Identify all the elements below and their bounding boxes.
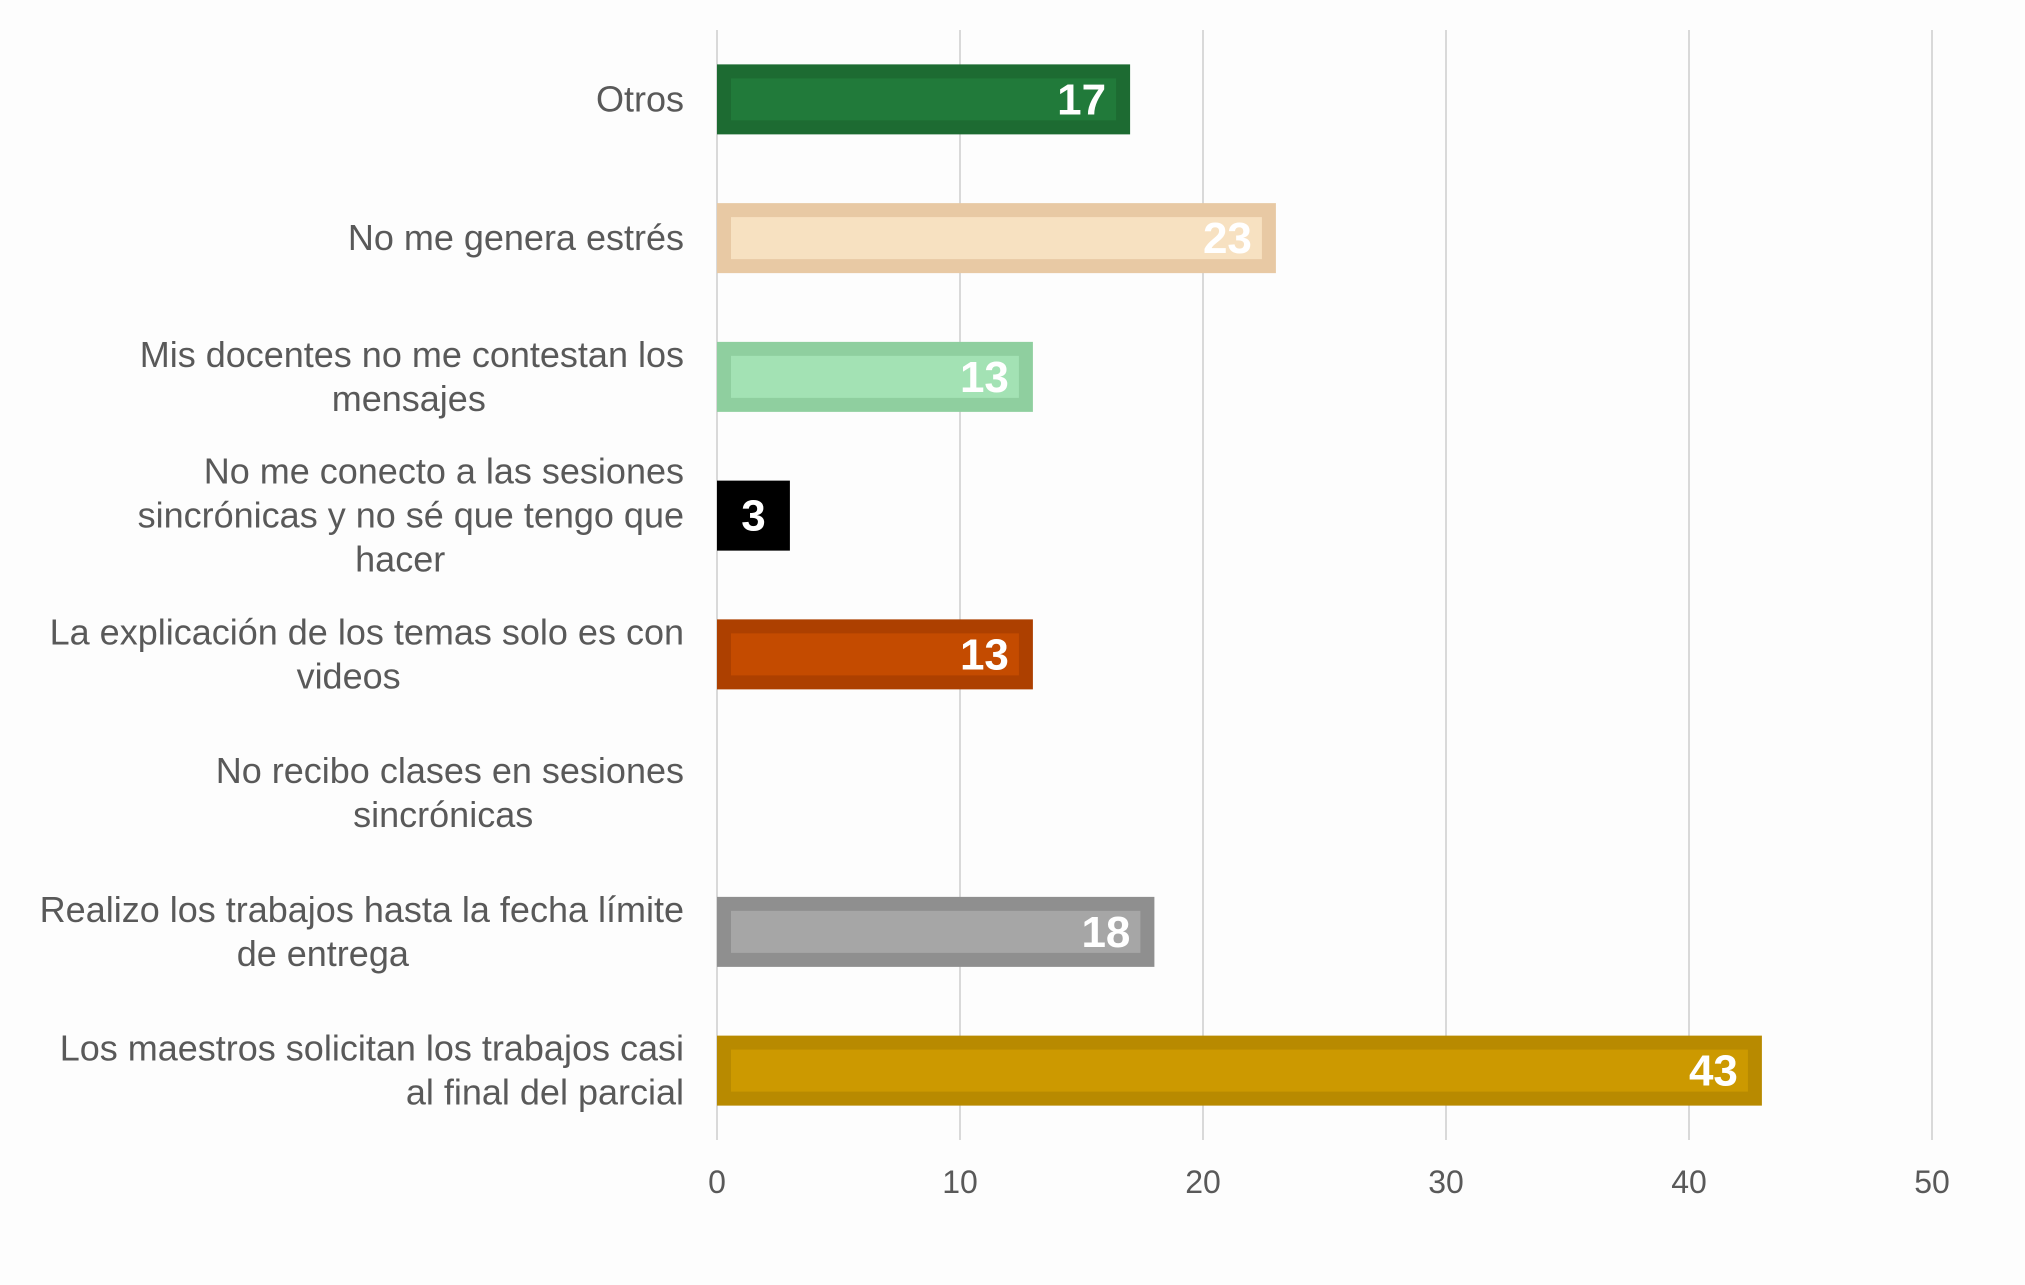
x-tick-label: 0: [708, 1164, 726, 1200]
bar-inner: [731, 494, 776, 537]
x-tick-label: 20: [1185, 1164, 1221, 1200]
bar-inner: [731, 217, 1262, 260]
bar-inner: [731, 78, 1117, 121]
data-label: 18: [1081, 908, 1130, 957]
data-label: 17: [1057, 75, 1106, 124]
x-tick-label: 50: [1914, 1164, 1950, 1200]
category-label: Los maestros solicitan los trabajos casi: [60, 1028, 684, 1069]
data-label: 13: [960, 353, 1009, 402]
data-label: 13: [960, 630, 1009, 679]
x-tick-label: 40: [1671, 1164, 1707, 1200]
category-label: videos: [297, 655, 401, 696]
category-label: al final del parcial: [406, 1072, 684, 1113]
bars: [717, 64, 1762, 1106]
category-labels: Otros No me genera estrés Mis docentes no …: [40, 78, 684, 1112]
bar-inner: [731, 633, 1019, 676]
category-label: mensajes: [332, 378, 486, 419]
x-tick-label: 30: [1428, 1164, 1464, 1200]
data-labels: 17 23 13 3 13 18 43: [741, 75, 1738, 1095]
data-label: 23: [1203, 214, 1252, 263]
bar-inner: [731, 910, 1141, 953]
category-label: No me conecto a las sesiones: [204, 451, 684, 492]
category-label: Mis docentes no me contestan los: [140, 334, 684, 375]
x-axis-tick-labels: 0 10 20 30 40 50: [708, 1164, 1950, 1200]
bar-inner: [731, 1049, 1748, 1092]
category-label: Realizo los trabajos hasta la fecha lími…: [40, 889, 684, 930]
category-label: de entrega: [237, 933, 410, 974]
data-label: 43: [1689, 1047, 1738, 1096]
category-label: sincrónicas y no sé que tengo que: [138, 495, 684, 536]
category-label: sincrónicas: [353, 794, 533, 835]
bar-inner: [731, 355, 1019, 398]
data-label: 3: [741, 492, 765, 541]
category-label: hacer: [355, 539, 445, 580]
category-label: Otros: [596, 78, 684, 119]
category-label: No me genera estrés: [348, 217, 684, 258]
category-label: No recibo clases en sesiones: [216, 750, 684, 791]
category-label: La explicación de los temas solo es con: [50, 611, 684, 652]
x-tick-label: 10: [942, 1164, 978, 1200]
